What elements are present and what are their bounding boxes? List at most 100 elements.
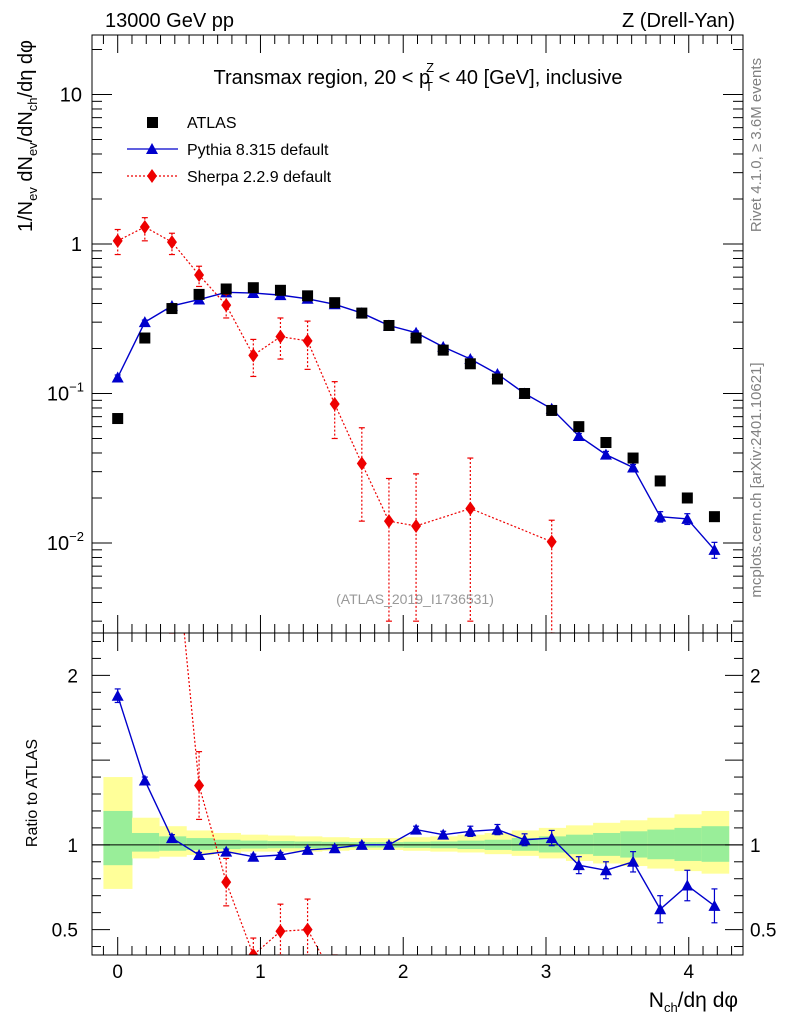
reference-label: (ATLAS_2019_I1736531): [336, 591, 494, 607]
atlas-point: [519, 387, 531, 399]
pythia-point: [681, 512, 694, 524]
mcplots-label: mcplots.cern.ch [arXiv:2401.10621]: [748, 362, 765, 597]
pythia-point: [138, 316, 151, 328]
legend-pythia-marker: [146, 143, 158, 154]
ratio-pythia-point: [599, 864, 612, 876]
ratio-sherpa-point: [221, 875, 232, 890]
ratio-pythia-point: [111, 689, 124, 701]
ratio-pythia-point: [572, 859, 585, 871]
main-y-tick-label: 10−1: [47, 379, 84, 405]
ratio-pythia-point: [274, 849, 287, 861]
ratio-sherpa-point: [248, 948, 259, 955]
ratio-sherpa-point: [302, 922, 313, 937]
ratio-pythia-point: [301, 843, 314, 855]
sherpa-point: [275, 329, 286, 344]
sherpa-point: [248, 348, 259, 363]
main-panel: 10 1 10−1 10−2 Transmax region, 20 < pZ T < …: [15, 34, 744, 634]
ratio-band-inner: [186, 838, 214, 850]
atlas-point: [464, 358, 476, 370]
ratio-y-tick-label-right: 2: [750, 666, 761, 687]
legend: ATLAS Pythia 8.315 default Sherpa 2.2.9 …: [127, 115, 332, 186]
sherpa-point: [112, 233, 123, 248]
ratio-y-axis-label: Ratio to ATLAS: [24, 739, 41, 847]
ratio-y-tick-label-right: 0.5: [750, 921, 776, 942]
ratio-y-tick-label-right: 1: [750, 836, 761, 857]
ratio-sherpa-point: [194, 778, 205, 793]
sherpa-point: [329, 397, 340, 412]
sherpa-point: [356, 456, 367, 471]
atlas-point: [329, 297, 341, 309]
ratio-pythia-point: [437, 828, 450, 840]
atlas-point: [708, 511, 720, 523]
atlas-point: [573, 421, 585, 433]
main-y-tick-label: 10: [60, 84, 82, 106]
pythia-point: [111, 371, 124, 383]
pythia-point: [627, 461, 640, 473]
atlas-point: [112, 413, 124, 425]
legend-sherpa-label: Sherpa 2.2.9 default: [187, 169, 332, 186]
energy-label: 13000 GeV pp: [105, 10, 234, 32]
atlas-point: [410, 332, 422, 344]
ratio-pythia-point: [247, 850, 260, 862]
atlas-point: [220, 283, 232, 295]
ratio-pythia-point: [382, 838, 395, 850]
ratio-pythia-point: [165, 832, 178, 844]
ratio-sherpa-line: [183, 633, 323, 955]
sherpa-point: [302, 333, 313, 348]
legend-atlas-label: ATLAS: [187, 115, 237, 132]
ratio-pythia-point: [138, 774, 151, 786]
atlas-point: [356, 307, 368, 319]
ratio-pythia-point: [518, 833, 531, 845]
ratio-pythia-point: [491, 823, 504, 835]
sherpa-point: [546, 534, 557, 549]
sherpa-point: [166, 235, 177, 250]
main-y-tick-label: 1: [71, 234, 82, 256]
main-y-tick-label: 10−2: [47, 529, 84, 555]
ratio-sherpa-point: [330, 972, 340, 986]
sherpa-point: [194, 268, 205, 283]
ratio-pythia-point: [708, 899, 721, 911]
rivet-label: Rivet 4.1.0, ≥ 3.6M events: [748, 58, 765, 232]
main-y-axis-label: 1/Nev dNev/dNch/dη dφ: [15, 40, 40, 232]
x-tick-label: 2: [398, 962, 409, 983]
ratio-band-inner: [131, 832, 160, 852]
ratio-band-inner: [159, 836, 187, 851]
pythia-point: [572, 429, 585, 441]
ratio-pythia-point: [328, 842, 341, 854]
atlas-point: [437, 344, 449, 356]
legend-atlas-marker: [147, 117, 158, 128]
x-tick-label: 0: [112, 962, 123, 983]
atlas-point: [302, 290, 314, 302]
ratio-pythia-point: [627, 855, 640, 867]
sherpa-point: [139, 219, 150, 234]
sherpa-point: [221, 298, 232, 313]
ratio-sherpa-point: [167, 499, 177, 513]
sherpa-point: [383, 514, 394, 529]
ratio-y-tick-label: 0.5: [52, 921, 78, 942]
pythia-point: [708, 543, 721, 555]
process-label: Z (Drell-Yan): [622, 10, 735, 32]
ratio-y-tick-label: 1: [67, 836, 78, 857]
ratio-pythia-point: [193, 849, 206, 861]
atlas-point: [383, 319, 395, 331]
ratio-band-inner: [701, 826, 730, 862]
ratio-sherpa-point: [275, 924, 286, 939]
x-axis-label: Nch/dη dφ: [649, 989, 738, 1015]
atlas-point: [139, 332, 151, 344]
ratio-band-inner: [103, 810, 133, 866]
atlas-point: [166, 303, 178, 315]
ratio-pythia-point: [681, 879, 694, 891]
atlas-point: [600, 437, 612, 449]
ratio-pythia-point: [464, 825, 477, 837]
atlas-point: [274, 284, 286, 296]
atlas-point: [193, 288, 205, 300]
sherpa-point: [411, 518, 422, 533]
ratio-pythia-point: [220, 845, 233, 857]
ratio-frame: [91, 632, 744, 956]
legend-pythia-label: Pythia 8.315 default: [187, 142, 329, 159]
x-tick-label: 4: [683, 962, 694, 983]
ratio-pythia-point: [545, 832, 558, 844]
plot-title: Transmax region, 20 < pZ T < 40 [GeV], in…: [213, 60, 622, 94]
ratio-pythia-point: [654, 903, 667, 915]
